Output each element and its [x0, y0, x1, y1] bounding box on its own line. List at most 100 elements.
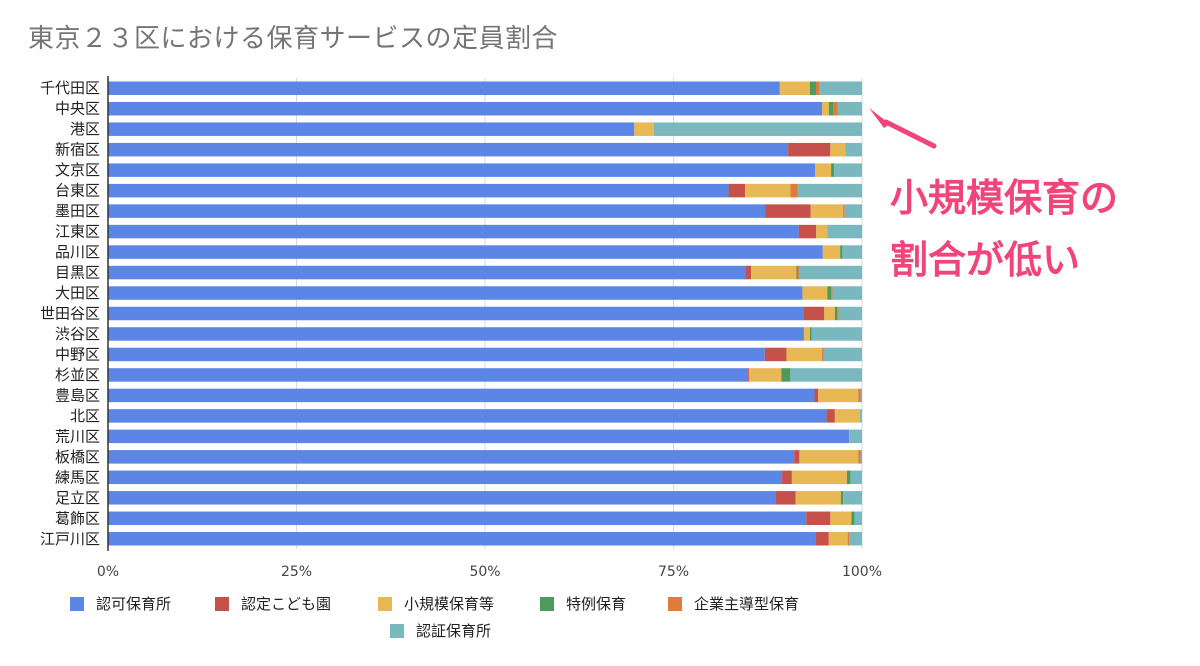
bar-segment-11-4: [837, 306, 839, 321]
bar-segment-14-3: [781, 368, 791, 382]
bar-segment-2-0: [108, 122, 635, 136]
bar-segment-0-3: [809, 81, 817, 95]
legend-swatch-5: [390, 624, 404, 638]
bar-segment-0-4: [816, 81, 820, 95]
bar-segment-19-1: [782, 470, 792, 485]
bar-segment-13-0: [108, 347, 765, 362]
bar-segment-10-5: [832, 286, 862, 300]
bar-segment-10-3: [827, 286, 832, 300]
bar-segment-0-5: [819, 81, 862, 95]
annotation-arrow: [883, 119, 937, 149]
legend-swatch-2: [378, 597, 392, 611]
bar-segment-8-3: [840, 245, 843, 259]
annotation-text-1: 割合が低い: [890, 238, 1080, 282]
bar-segment-20-3: [840, 491, 844, 505]
bar-segment-21-1: [806, 511, 831, 526]
bar-segment-4-5: [834, 163, 862, 177]
bar-segment-4-3: [831, 163, 835, 177]
bar-segment-6-4: [843, 204, 845, 218]
bar-segment-9-1: [745, 265, 752, 280]
bar-segment-15-5: [860, 388, 862, 403]
category-label-17: 荒川区: [55, 427, 100, 445]
category-label-3: 新宿区: [55, 141, 100, 159]
bar-segment-15-0: [108, 388, 815, 403]
bar-segment-18-1: [794, 450, 800, 464]
bar-segment-1-4: [833, 101, 838, 116]
bar-segment-16-1: [826, 409, 835, 423]
bar-segment-13-4: [822, 347, 824, 362]
bar-segment-10-2: [802, 286, 828, 300]
bar-segment-11-2: [824, 306, 835, 321]
category-label-6: 墨田区: [55, 202, 100, 220]
category-label-5: 台東区: [55, 182, 100, 200]
bar-segment-15-1: [814, 388, 819, 403]
bar-segment-14-5: [790, 368, 862, 382]
bar-segment-22-0: [108, 532, 816, 546]
category-label-15: 豊島区: [55, 386, 100, 404]
legend-label-3: 特例保育: [566, 595, 626, 613]
bar-segment-20-0: [108, 491, 776, 505]
bar-segment-7-5: [827, 224, 862, 239]
bar-segment-11-0: [108, 306, 804, 321]
category-label-13: 中野区: [55, 345, 100, 363]
category-label-0: 千代田区: [40, 79, 100, 97]
category-label-22: 江戸川区: [40, 530, 100, 548]
category-label-2: 港区: [70, 120, 100, 138]
legend-swatch-0: [70, 597, 84, 611]
bar-segment-7-1: [798, 224, 817, 239]
legend-label-5: 認証保育所: [416, 622, 491, 640]
bar-segment-3-1: [788, 142, 831, 157]
bar-segment-16-0: [108, 409, 827, 423]
bar-segment-21-0: [108, 511, 807, 526]
category-label-1: 中央区: [55, 100, 100, 118]
bar-segment-8-2: [822, 245, 841, 259]
bar-segment-13-2: [786, 347, 823, 362]
bar-segment-14-2: [748, 368, 782, 382]
bar-segment-13-5: [823, 347, 862, 362]
bar-segment-22-5: [849, 532, 862, 546]
bar-segment-3-5: [845, 142, 862, 157]
x-tick-label-2: 50%: [469, 564, 500, 580]
bar-segment-17-0: [108, 429, 850, 444]
bar-segment-21-5: [854, 511, 862, 526]
bar-segment-22-2: [828, 532, 848, 546]
legend-label-1: 認定こども園: [241, 595, 331, 613]
bar-segment-12-3: [809, 327, 812, 341]
category-label-10: 大田区: [55, 284, 100, 302]
bar-segment-2-5: [653, 122, 862, 136]
category-label-4: 文京区: [55, 161, 100, 179]
bar-segment-1-3: [828, 101, 834, 116]
bar-segment-0-0: [108, 81, 780, 95]
bar-segment-19-3: [846, 470, 851, 485]
bar-segment-9-3: [796, 265, 798, 280]
legend-swatch-1: [215, 597, 229, 611]
bar-segment-9-4: [797, 265, 800, 280]
chart-title: 東京２３区における保育サービスの定員割合: [28, 24, 559, 54]
bar-segment-17-5: [849, 429, 862, 444]
legend-label-4: 企業主導型保育: [694, 595, 799, 613]
bar-segment-22-4: [847, 532, 850, 546]
bar-segment-5-1: [728, 183, 746, 198]
bar-segment-21-2: [830, 511, 852, 526]
bar-segment-4-2: [815, 163, 832, 177]
bar-segment-1-0: [108, 101, 823, 116]
bar-segment-3-2: [830, 142, 846, 157]
x-tick-label-4: 100%: [842, 564, 882, 580]
bar-segment-0-2: [779, 81, 810, 95]
category-label-8: 品川区: [55, 243, 100, 261]
bar-segment-11-3: [834, 306, 838, 321]
bar-segment-16-5: [859, 409, 862, 423]
bar-segment-20-2: [795, 491, 841, 505]
bar-segment-9-5: [799, 265, 862, 280]
category-label-18: 板橋区: [55, 448, 100, 466]
bar-segment-20-1: [775, 491, 796, 505]
bar-segment-12-5: [811, 327, 862, 341]
bar-segment-15-4: [858, 388, 861, 403]
bar-segment-6-2: [810, 204, 844, 218]
bar-segment-14-1: [747, 368, 749, 382]
bar-segment-6-5: [844, 204, 862, 218]
bar-segment-2-2: [634, 122, 654, 136]
bar-segment-22-1: [815, 532, 829, 546]
